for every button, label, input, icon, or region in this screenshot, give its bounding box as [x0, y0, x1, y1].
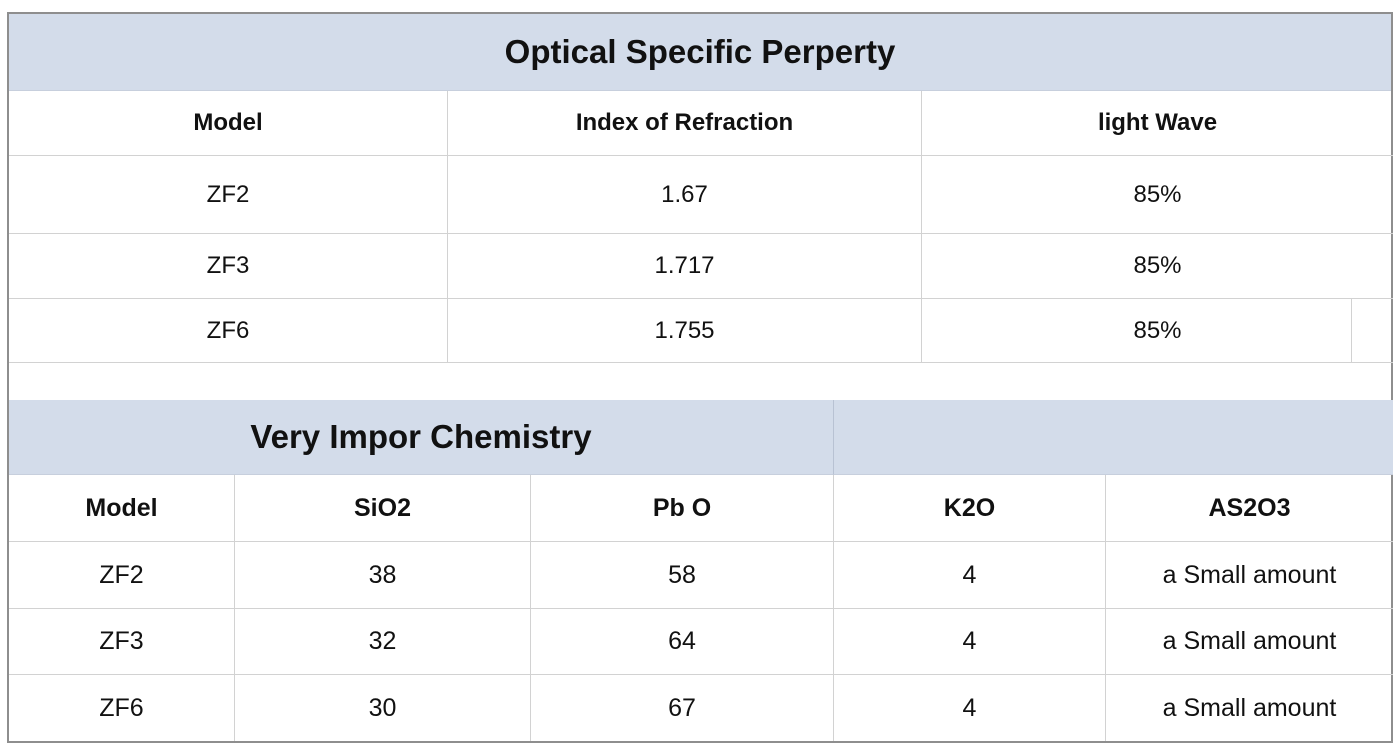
optical-cell-index: 1.67 — [448, 156, 922, 234]
optical-table-title: Optical Specific Perperty — [9, 14, 1391, 91]
chem-cell-sio2: 38 — [235, 542, 531, 609]
chemistry-table-title: Very Impor Chemistry — [9, 400, 834, 475]
chem-cell-model: ZF2 — [9, 542, 235, 609]
optical-header-light-wave: light Wave — [922, 91, 1393, 156]
chem-cell-model: ZF6 — [9, 675, 235, 741]
optical-header-index-of-refraction: Index of Refraction — [448, 91, 922, 156]
chem-cell-as2o3: a Small amount — [1106, 542, 1393, 609]
stray-cell-divider — [1351, 298, 1352, 362]
chem-cell-sio2: 30 — [235, 675, 531, 741]
optical-property-table: Model Index of Refraction light Wave ZF2… — [9, 91, 1393, 363]
chem-cell-pbo: 67 — [531, 675, 834, 741]
chem-cell-model: ZF3 — [9, 609, 235, 675]
optical-cell-model: ZF6 — [9, 299, 448, 363]
chem-cell-k2o: 4 — [834, 542, 1106, 609]
chem-cell-sio2: 32 — [235, 609, 531, 675]
chem-cell-as2o3: a Small amount — [1106, 609, 1393, 675]
optical-cell-index: 1.717 — [448, 234, 922, 299]
chem-cell-pbo: 58 — [531, 542, 834, 609]
optical-cell-light-wave: 85% — [922, 234, 1393, 299]
chem-cell-k2o: 4 — [834, 609, 1106, 675]
optical-cell-light-wave: 85% — [922, 156, 1393, 234]
tables-frame: Optical Specific Perperty Model Index of… — [7, 12, 1393, 743]
chem-header-k2o: K2O — [834, 475, 1106, 542]
optical-cell-model: ZF3 — [9, 234, 448, 299]
chem-header-as2o3: AS2O3 — [1106, 475, 1393, 542]
optical-cell-light-wave: 85% — [922, 299, 1393, 363]
chemistry-table: Model SiO2 Pb O K2O AS2O3 ZF2 38 58 4 a … — [9, 475, 1393, 741]
chem-header-sio2: SiO2 — [235, 475, 531, 542]
chem-cell-as2o3: a Small amount — [1162, 693, 1337, 722]
optical-cell-model: ZF2 — [9, 156, 448, 234]
chem-cell-pbo: 64 — [531, 609, 834, 675]
optical-cell-index: 1.755 — [448, 299, 922, 363]
chem-header-model: Model — [9, 475, 235, 542]
chem-cell-k2o: 4 — [834, 675, 1106, 741]
chemistry-title-band: Very Impor Chemistry — [9, 400, 1393, 475]
optical-header-model: Model — [9, 91, 448, 156]
chemistry-title-filler — [834, 400, 1393, 475]
chem-header-pbo: Pb O — [531, 475, 834, 542]
